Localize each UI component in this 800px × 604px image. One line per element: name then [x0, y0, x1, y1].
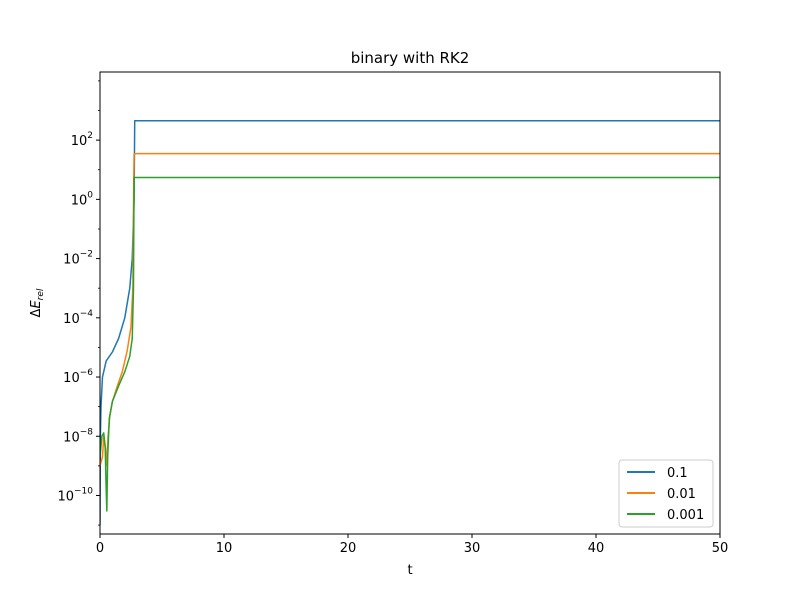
x-tick-label: 20 — [340, 541, 357, 556]
y-tick-label: 10−10 — [57, 486, 93, 504]
x-axis-label: t — [407, 563, 412, 578]
x-tick-label: 30 — [464, 541, 481, 556]
y-tick-label: 10−2 — [63, 250, 93, 268]
y-axis-label-delta: Δ — [29, 308, 44, 317]
series-line-0.001 — [100, 176, 720, 512]
y-tick-label: 100 — [71, 190, 94, 208]
y-axis-label-symbol: E — [29, 300, 44, 309]
plot-frame — [99, 71, 721, 535]
legend-box — [618, 459, 714, 528]
legend: 0.1 0.01 0.001 — [618, 459, 714, 528]
y-tick-label: 10−8 — [63, 427, 93, 445]
y-tick-label: 10−6 — [63, 368, 93, 386]
x-tick-label: 50 — [712, 541, 729, 556]
y-axis-label: ΔErel — [29, 288, 46, 317]
y-axis-label-subscript: rel — [36, 288, 46, 300]
y-tick-label: 102 — [71, 131, 93, 149]
legend-label: 0.001 — [667, 508, 704, 523]
chart-title: binary with RK2 — [351, 49, 470, 67]
legend-label: 0.01 — [667, 487, 696, 502]
x-axis-ticks: 0 10 20 30 40 50 — [96, 534, 728, 556]
series-layer — [100, 120, 720, 526]
y-tick-label: 10−4 — [63, 309, 93, 327]
x-tick-label: 10 — [216, 541, 233, 556]
legend-label: 0.1 — [667, 466, 688, 481]
x-tick-label: 40 — [588, 541, 605, 556]
y-axis-ticks: 102 100 10−2 10−4 10−6 10−8 10−10 — [57, 80, 100, 526]
plot-area — [100, 72, 720, 534]
x-tick-label: 0 — [96, 541, 104, 556]
